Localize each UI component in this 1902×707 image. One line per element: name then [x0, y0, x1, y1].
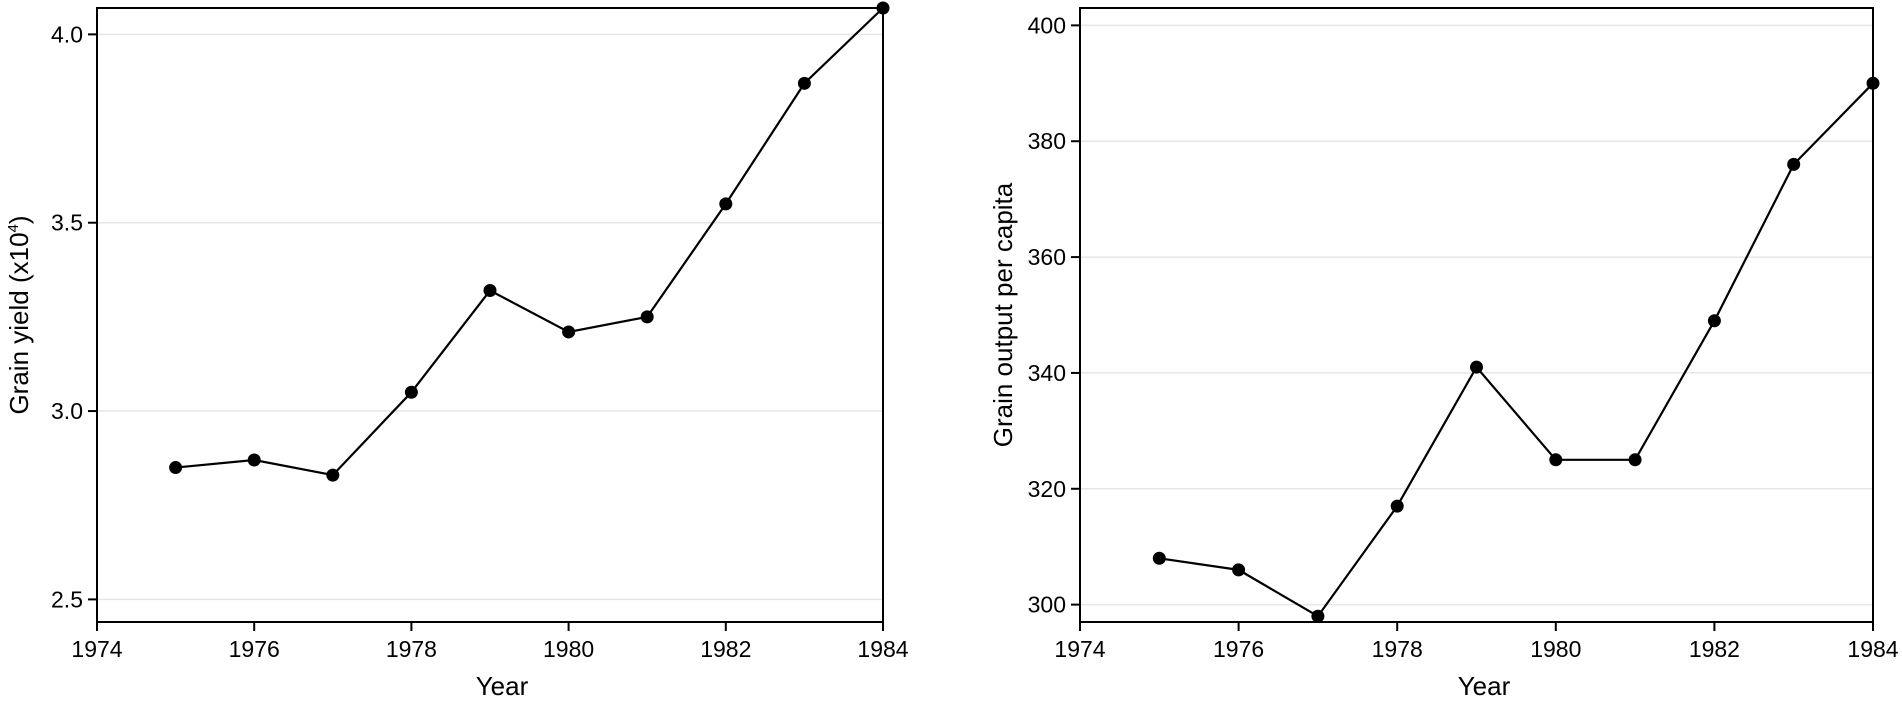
- x-tick-label: 1974: [1054, 636, 1105, 662]
- y-tick-label: 400: [1028, 12, 1066, 38]
- data-point: [1707, 314, 1721, 328]
- data-point: [562, 325, 576, 339]
- x-axis-title: Year: [476, 671, 529, 701]
- x-axis-title: Year: [1458, 671, 1511, 701]
- data-point: [1390, 499, 1404, 513]
- data-point: [719, 197, 733, 211]
- data-point: [1549, 453, 1563, 467]
- data-point: [404, 385, 418, 399]
- data-point: [797, 76, 811, 90]
- data-point: [1866, 76, 1880, 90]
- x-tick-label: 1978: [386, 636, 437, 662]
- grain-yield-chart: 2.5 3.0 3.5 4.0 1974 1976 1978 1980 1982 1984 Year…: [4, 1, 909, 701]
- series-line: [1159, 82, 1874, 618]
- data-point: [483, 284, 497, 298]
- x-tick-label: 1980: [1530, 636, 1581, 662]
- y-axis-title-superscript: 4: [5, 224, 22, 232]
- data-point: [169, 461, 183, 475]
- y-axis-title-text: Grain output per capita: [988, 182, 1018, 447]
- y-tick-label: 2.5: [51, 586, 83, 612]
- y-axis-title: Grain output per capita: [988, 182, 1018, 447]
- x-tick-label: 1984: [857, 636, 908, 662]
- y-tick-label: 3.0: [51, 398, 83, 424]
- y-axis-title-text: Grain yield (x10: [4, 232, 34, 414]
- data-point: [326, 468, 340, 482]
- grain-output-per-capita-chart: 300 320 340 360 380 400 1974 1976 1978 1980 1982 19…: [988, 7, 1899, 701]
- data-point: [640, 310, 654, 324]
- x-tick-label: 1982: [700, 636, 751, 662]
- x-tick-label: 1974: [71, 636, 122, 662]
- data-point: [1232, 563, 1246, 577]
- data-point: [1470, 360, 1483, 374]
- y-tick-label: 3.5: [51, 210, 83, 236]
- x-tick-label: 1982: [1689, 636, 1740, 662]
- x-tick-label: 1976: [229, 636, 280, 662]
- x-tick-label: 1978: [1372, 636, 1423, 662]
- y-axis-title-close: ): [4, 215, 34, 224]
- x-tick-label: 1980: [543, 636, 594, 662]
- y-tick-label: 360: [1028, 244, 1066, 270]
- data-point: [247, 453, 261, 467]
- data-point: [1787, 157, 1801, 171]
- y-tick-label: 320: [1028, 476, 1066, 502]
- data-point: [1628, 453, 1642, 467]
- y-tick-label: 4.0: [51, 21, 83, 47]
- x-tick-label: 1984: [1847, 636, 1898, 662]
- y-tick-label: 300: [1028, 592, 1066, 618]
- plot-frame: [1079, 7, 1874, 623]
- plot-frame: [96, 7, 884, 623]
- data-point: [1152, 551, 1166, 565]
- data-point: [1311, 609, 1325, 623]
- y-tick-label: 380: [1028, 128, 1066, 154]
- y-tick-label: 340: [1028, 360, 1066, 386]
- series-line: [175, 7, 884, 477]
- data-point: [876, 1, 890, 15]
- y-axis-title: Grain yield (x104): [4, 215, 34, 414]
- x-tick-label: 1976: [1213, 636, 1264, 662]
